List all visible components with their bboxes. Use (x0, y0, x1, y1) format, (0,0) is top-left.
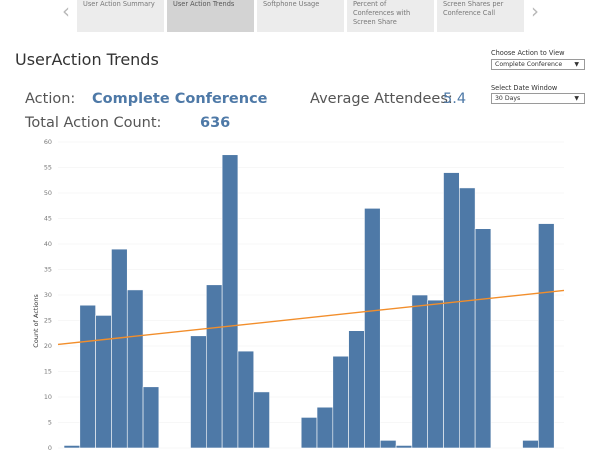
y-tick-label: 20 (44, 342, 52, 350)
y-tick-label: 25 (44, 317, 52, 325)
bar-day-31[interactable] (538, 223, 555, 449)
tab-label-line: Conference Call (443, 9, 496, 17)
page-title: UserAction Trends (15, 50, 159, 69)
total-action-count-label: Total Action Count: (25, 115, 162, 131)
chevron-down-icon: ▼ (574, 95, 579, 102)
dashboard-tab-bar: ‹ User Action Summary User Action Trends… (0, 0, 600, 32)
bar-day-3[interactable] (95, 315, 112, 449)
bar-day-17[interactable] (316, 406, 334, 449)
average-attendees-label: Average Attendees: (310, 91, 453, 107)
date-window-value: 30 Days (495, 95, 521, 102)
y-tick-label: 40 (44, 240, 52, 248)
bar-day-20[interactable] (364, 208, 381, 449)
tab-label: User Action Summary (83, 0, 155, 8)
bar-day-4[interactable] (111, 248, 128, 449)
y-tick-label: 45 (44, 215, 52, 223)
bar-day-25[interactable] (443, 172, 460, 449)
tab-softphone-usage[interactable]: Softphone Usage (257, 0, 344, 32)
y-tick-label: 10 (44, 393, 52, 401)
bar-day-18[interactable] (332, 355, 349, 449)
bar-day-21[interactable] (379, 440, 397, 449)
tab-user-action-summary[interactable]: User Action Summary (77, 0, 164, 32)
bar-day-30[interactable] (522, 440, 539, 449)
choose-action-dropdown[interactable]: Complete Conference ▼ (491, 59, 585, 70)
bar-day-11[interactable] (221, 154, 239, 449)
y-tick-label: 30 (44, 291, 52, 299)
y-axis-title: Count of Actions (32, 294, 40, 348)
chevron-down-icon: ▼ (574, 61, 579, 68)
choose-action-value: Complete Conference (495, 61, 563, 68)
action-value: Complete Conference (92, 91, 268, 107)
date-window-dropdown[interactable]: 30 Days ▼ (491, 93, 585, 104)
choose-action-label: Choose Action to View (491, 49, 565, 57)
select-date-window-label: Select Date Window (491, 84, 558, 92)
tab-user-action-trends[interactable]: User Action Trends (167, 0, 254, 32)
next-tab-icon[interactable]: › (531, 0, 539, 23)
average-attendees-value: 5.4 (443, 91, 467, 107)
bar-day-13[interactable] (253, 391, 270, 449)
trend-line[interactable] (57, 289, 565, 346)
bar-day-1[interactable] (63, 445, 81, 449)
action-count-bar-chart: 0 5 10 15 20 25 30 35 40 45 50 55 60 Count of Action… (32, 138, 565, 450)
bar-day-12[interactable] (237, 350, 255, 449)
y-tick-label: 50 (44, 189, 52, 197)
total-action-count-value: 636 (200, 115, 231, 131)
tab-label-line: Percent of (353, 0, 387, 8)
bar-day-5[interactable] (126, 289, 144, 449)
bar-day-27[interactable] (474, 228, 492, 449)
y-tick-label: 35 (44, 266, 52, 274)
bar-day-19[interactable] (348, 330, 365, 449)
y-tick-label: 55 (44, 164, 52, 172)
tab-label-line: Screen Share (353, 18, 397, 26)
bar-day-6[interactable] (142, 386, 160, 449)
bar-day-2[interactable] (79, 304, 96, 449)
bar-day-24[interactable] (427, 299, 444, 449)
previous-tab-icon[interactable]: ‹ (62, 0, 70, 23)
bar-day-16[interactable] (300, 417, 318, 449)
tab-label-line: Conferences with (353, 9, 411, 17)
tab-screen-shares-per-conference[interactable]: Screen Shares per Conference Call (437, 0, 524, 32)
y-tick-label: 0 (48, 444, 52, 450)
bar-day-22[interactable] (395, 445, 413, 449)
tab-percent-conferences-screen-share[interactable]: Percent of Conferences with Screen Share (347, 0, 434, 32)
tab-label: Softphone Usage (263, 0, 320, 8)
action-label: Action: (25, 91, 76, 107)
bar-day-10[interactable] (206, 284, 223, 449)
y-tick-label: 15 (44, 368, 52, 376)
y-tick-label: 5 (48, 419, 52, 427)
y-tick-label: 60 (44, 138, 52, 146)
bar-day-26[interactable] (459, 187, 476, 449)
bar-day-23[interactable] (411, 294, 428, 449)
bar-day-9[interactable] (190, 335, 207, 449)
tab-label: User Action Trends (173, 0, 235, 8)
tab-label-line: Screen Shares per (443, 0, 504, 8)
